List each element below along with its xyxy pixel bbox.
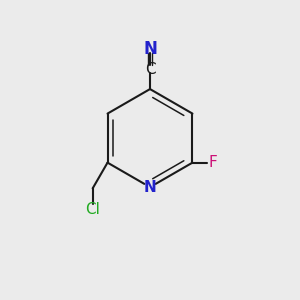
Text: N: N [143, 40, 157, 58]
Text: N: N [144, 180, 156, 195]
Text: Cl: Cl [85, 202, 100, 217]
Text: C: C [145, 62, 155, 77]
Text: F: F [208, 155, 217, 170]
